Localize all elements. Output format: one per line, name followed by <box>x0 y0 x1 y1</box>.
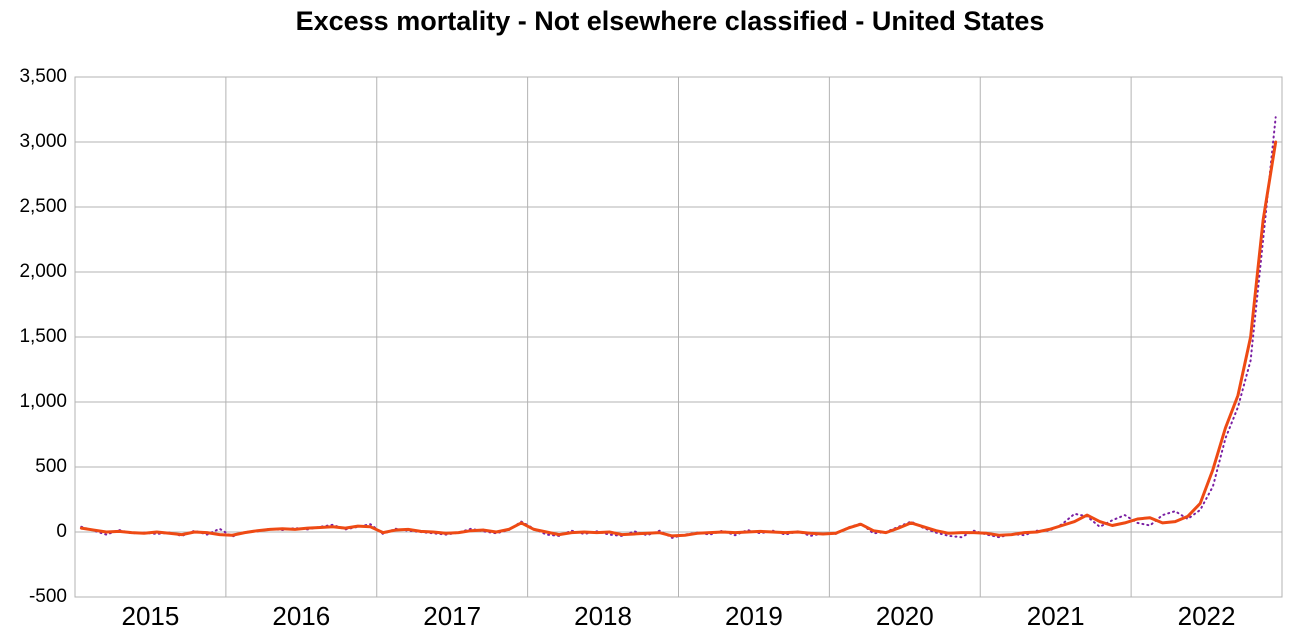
y-tick-label: 2,500 <box>19 196 67 217</box>
y-tick-label: 1,500 <box>19 326 67 347</box>
y-tick-label: -500 <box>29 586 67 607</box>
y-tick-label: 0 <box>56 521 67 542</box>
x-tick-label: 2018 <box>574 601 632 631</box>
y-tick-label: 3,500 <box>19 66 67 87</box>
x-tick-label: 2019 <box>725 601 783 631</box>
chart-title: Excess mortality - Not elsewhere classif… <box>296 6 1045 36</box>
y-tick-label: 3,000 <box>19 131 67 152</box>
x-tick-label: 2022 <box>1178 601 1236 631</box>
x-tick-label: 2020 <box>876 601 934 631</box>
y-tick-label: 1,000 <box>19 391 67 412</box>
series-line <box>79 140 1278 538</box>
x-tick-label: 2016 <box>272 601 330 631</box>
y-tick-label: 2,000 <box>19 261 67 282</box>
x-tick-label: 2017 <box>423 601 481 631</box>
y-tick-label: 500 <box>35 456 67 477</box>
x-tick-label: 2021 <box>1027 601 1085 631</box>
x-tick-label: 2015 <box>122 601 180 631</box>
